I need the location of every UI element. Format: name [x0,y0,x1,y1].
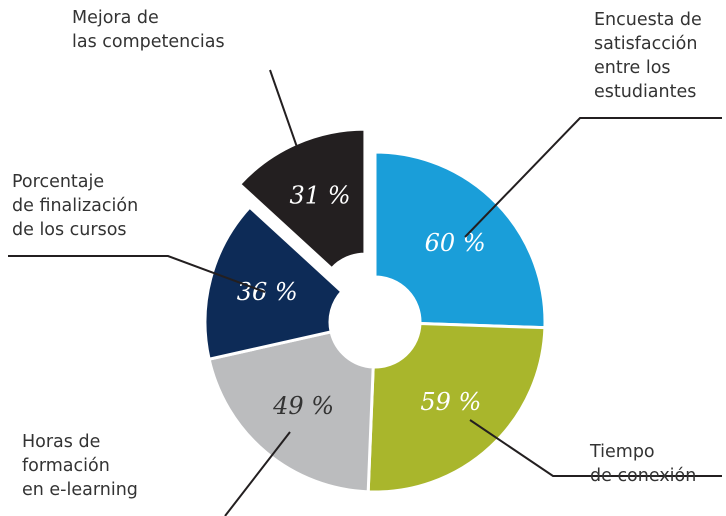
value-label: 36 % [237,278,298,306]
leader-line [269,69,299,151]
pie-slice [366,321,547,494]
slice-label: Mejora de las competencias [72,8,225,52]
leader-line [224,431,291,516]
value-label: 31 % [290,182,351,210]
slice-label: Tiempo de conexión [590,442,697,486]
slice-label: Encuesta de satisfacción entre los estud… [594,10,702,102]
value-label: 59 % [420,388,481,416]
pie-slice [237,127,367,271]
pie-slice [203,205,344,361]
slice-label: Porcentaje de finalización de los cursos [12,172,139,240]
slice-label: Horas de formación en e-learning [22,432,138,500]
pie-slice [207,330,375,494]
value-label: 60 % [425,229,486,257]
leader-line [464,117,722,238]
pie-slice [373,150,547,330]
leader-line [469,419,722,477]
leader-line [8,255,266,293]
value-label: 49 % [272,392,334,420]
